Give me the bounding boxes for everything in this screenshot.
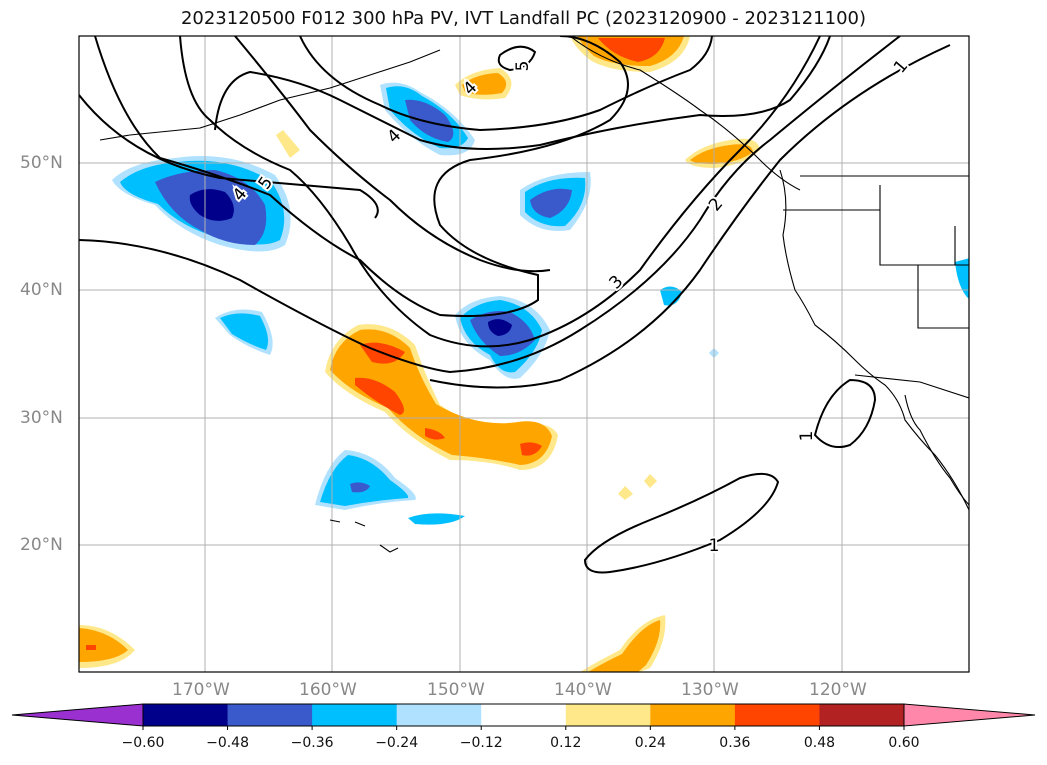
pv-negative-region (660, 286, 682, 306)
contour-label: 5 (513, 61, 533, 72)
lon-label: 170°W (172, 680, 230, 700)
colorbar-segment (227, 704, 313, 726)
map-frame (78, 35, 970, 673)
mexico-border (854, 374, 969, 399)
pv-contours (79, 36, 951, 574)
colorbar-tick-label: 0.12 (550, 735, 582, 751)
pv-positive-region (588, 620, 661, 672)
pv-positive-region (276, 130, 300, 158)
pv-contour-line (813, 378, 877, 448)
pv-contour-line (79, 36, 901, 374)
pv-negative-region (350, 482, 370, 493)
colorbar-extend-min (11, 703, 144, 727)
pv-negative-region (530, 188, 572, 218)
pv-positive-region (618, 486, 633, 500)
pv-positive-region (425, 428, 445, 440)
pv-contour-line (179, 36, 821, 348)
contour-label: 1 (797, 431, 817, 442)
coastlines (99, 36, 969, 553)
contour-label: 4 (384, 126, 406, 148)
pv-positive-region (462, 73, 507, 95)
pv-contour-line (214, 36, 831, 150)
pv-contour-line (234, 36, 551, 273)
pv-contour-line (299, 36, 713, 132)
pv-negative-region (408, 513, 465, 525)
pv-negative-region (405, 99, 454, 142)
colorbar-segment (734, 704, 820, 726)
pv-positive-region (355, 377, 404, 415)
pv-negative-region (955, 258, 969, 300)
pv-positive-region (86, 645, 96, 650)
pv-positive-region (690, 144, 753, 164)
pv-positive-region (598, 38, 665, 62)
aleutian-chain (99, 49, 441, 141)
us-west-coast (779, 169, 969, 511)
colorbar-segment (396, 704, 482, 726)
contour-label: 1 (709, 536, 720, 556)
colorbar-tick-label: 0.36 (719, 735, 751, 751)
colorbar-extend-max (903, 703, 1036, 727)
alaska-coast (569, 36, 801, 191)
pv-contour-line (79, 94, 379, 219)
state-border (783, 209, 969, 266)
colorbar-segment (565, 704, 651, 726)
lon-label: 140°W (554, 680, 612, 700)
map-title: 2023120500 F012 300 hPa PV, IVT Landfall… (180, 8, 867, 29)
pv-contour-line (497, 45, 537, 72)
colorbar-tick-label: −0.36 (290, 735, 334, 751)
colorbar-tick-label: −0.24 (375, 735, 419, 751)
colorbar-segment (481, 704, 567, 726)
pv-positive-region (520, 442, 542, 456)
lat-label: 40°N (20, 280, 63, 300)
hawaii-islands (329, 519, 399, 553)
pv-negative-region (320, 455, 409, 506)
pv-positive-region (644, 474, 657, 488)
colorbar-tick-label: 0.24 (634, 735, 666, 751)
pv-positive-region (79, 628, 128, 662)
lon-label: 120°W (809, 680, 867, 700)
pv-negative-region (189, 189, 234, 221)
lon-label: 160°W (299, 680, 357, 700)
colorbar-tick-label: 0.48 (803, 735, 836, 751)
colorbar-tick-label: 0.60 (888, 735, 920, 751)
baja-coast (904, 394, 969, 506)
contour-label: 2 (705, 194, 727, 215)
lat-label: 20°N (20, 535, 63, 555)
colorbar-frame (142, 703, 905, 727)
pv-contour-line (94, 36, 629, 317)
lat-label: 30°N (20, 408, 63, 428)
pv-negative-region (488, 319, 512, 336)
state-border (879, 185, 969, 329)
lon-label: 130°W (681, 680, 739, 700)
colorbar-tick-label: −0.48 (206, 735, 249, 751)
lon-label: 150°W (427, 680, 485, 700)
colorbar-segment (143, 704, 229, 726)
pv-contour-line (429, 44, 951, 389)
colorbar-tick-label: −0.60 (121, 735, 165, 751)
pv-fill-layer (79, 36, 969, 672)
colorbar-segment (819, 704, 905, 726)
pv-negative-region (220, 313, 268, 350)
colorbar (11, 703, 1036, 730)
colorbar-segment (312, 704, 398, 726)
colorbar-segment (650, 704, 736, 726)
pv-contour-line (583, 472, 780, 574)
lat-label: 50°N (20, 153, 63, 173)
colorbar-tick-label: −0.12 (459, 735, 503, 751)
